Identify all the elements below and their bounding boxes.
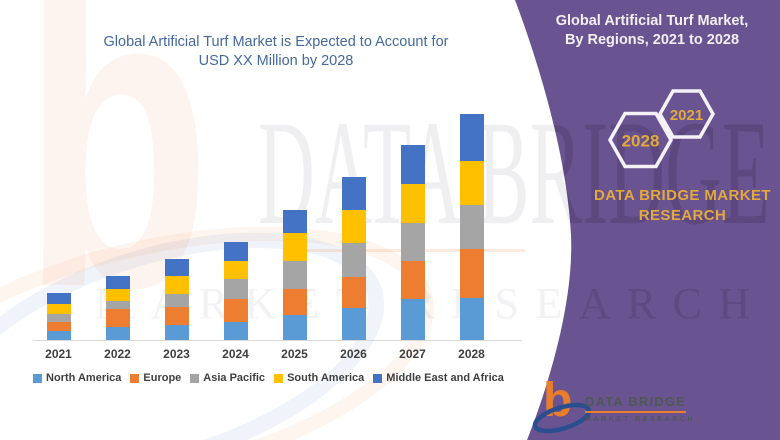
legend-item-north-america: North America [33,372,121,384]
bar-segment-2024-asia-pacific [223,279,248,299]
legend-label: Europe [143,372,182,384]
bar-segment-2024-europe [223,299,248,322]
bar-2021 [46,293,71,341]
x-axis-label-2028: 2028 [458,347,485,361]
bar-segment-2028-north-america [459,298,484,341]
x-axis-label-2022: 2022 [104,347,131,361]
bar-segment-2028-middle-east-and-africa [459,114,484,161]
chart-title-line1: Global Artificial Turf Market is Expecte… [103,34,449,50]
bar-2028 [459,114,484,341]
legend-label: North America [46,372,122,384]
bar-segment-2027-europe [400,261,425,299]
logo-swoosh-icon [532,402,592,434]
bar-2025 [282,210,307,341]
right-panel-title-line2: By Regions, 2021 to 2028 [564,32,740,48]
bar-segment-2021-europe [46,322,71,331]
bar-segment-2022-europe [105,309,130,327]
bar-segment-2023-asia-pacific [164,294,189,307]
bar-segment-2024-north-america [223,322,248,341]
svg-text:MARKET RESEARCH: MARKET RESEARCH [95,279,750,328]
bar-segment-2025-middle-east-and-africa [282,210,307,233]
bar-segment-2026-south-america [341,210,366,243]
legend-swatch-icon [190,373,200,383]
brand-line1: DATA BRIDGE MARKET [594,187,771,204]
brand-wordmark: DATA BRIDGE MARKET RESEARCH [575,186,780,226]
bar-2022 [105,276,130,341]
bar-segment-2021-asia-pacific [46,314,71,322]
right-panel-title: Global Artificial Turf Market, By Region… [524,12,780,50]
x-axis-label-2027: 2027 [399,347,426,361]
logo-b-glyph: b [543,374,573,427]
bar-2026 [341,177,366,341]
legend-item-south-america: South America [274,372,364,384]
bar-segment-2024-middle-east-and-africa [223,242,248,261]
bar-segment-2023-middle-east-and-africa [164,259,189,276]
bar-segment-2026-europe [341,277,366,308]
bar-segment-2028-south-america [459,161,484,205]
bar-segment-2022-middle-east-and-africa [105,276,130,289]
x-axis-label-2024: 2024 [222,347,249,361]
bar-segment-2023-north-america [164,325,189,341]
bar-2024 [223,242,248,341]
legend-item-europe: Europe [130,372,181,384]
bar-segment-2021-south-america [46,304,71,314]
bar-segment-2027-south-america [400,184,425,223]
logo-text: DATA BRIDGE MARKET RESEARCH [585,393,695,423]
bar-segment-2025-north-america [282,315,307,341]
bar-segment-2026-asia-pacific [341,243,366,277]
legend-label: Middle East and Africa [386,372,504,384]
bar-segment-2026-north-america [341,308,366,341]
hexagon-2028-label: 2028 [622,132,660,151]
legend-swatch-icon [373,373,383,383]
chart-title-line2: USD XX Million by 2028 [198,53,354,69]
bar-segment-2027-north-america [400,299,425,341]
legend-swatch-icon [33,373,42,383]
bar-2023 [164,259,189,341]
bar-segment-2027-asia-pacific [400,223,425,261]
bar-segment-2022-south-america [105,289,130,301]
x-axis-line [33,340,522,341]
right-panel-title-line1: Global Artificial Turf Market, [555,13,749,29]
hexagon-2021: 2021 [657,89,716,139]
logo-title: DATA BRIDGE [585,394,687,413]
legend-swatch-icon [274,373,284,383]
bar-segment-2025-south-america [282,233,307,261]
bar-segment-2021-north-america [46,331,71,341]
legend-item-asia-pacific: Asia Pacific [190,372,265,384]
bar-segment-2027-middle-east-and-africa [400,145,425,184]
x-axis-label-2025: 2025 [281,347,308,361]
x-axis-label-2023: 2023 [163,347,190,361]
bar-segment-2026-middle-east-and-africa [341,177,366,210]
legend-swatch-icon [130,373,140,383]
bar-segment-2023-europe [164,307,189,325]
bar-segment-2022-north-america [105,327,130,341]
bar-segment-2025-europe [282,289,307,315]
bar-2027 [400,145,425,341]
hexagon-2021-outline [657,89,716,139]
hexagon-2021-label: 2021 [670,107,703,124]
x-axis-label-2026: 2026 [340,347,367,361]
bar-segment-2028-europe [459,249,484,298]
bar-segment-2025-asia-pacific [282,261,307,289]
chart-legend: North America Europe Asia Pacific South Ame… [33,372,504,384]
chart-title: Global Artificial Turf Market is Expecte… [12,33,540,71]
legend-item-middle-east-and-africa: Middle East and Africa [373,372,504,384]
legend-label: South America [287,372,365,384]
purple-panel [515,0,780,440]
brand-line2: RESEARCH [638,207,727,224]
bar-segment-2021-middle-east-and-africa [46,293,71,304]
legend-label: Asia Pacific [203,372,266,384]
bar-segment-2024-south-america [223,261,248,279]
hexagon-2028-outline [607,111,674,169]
bar-segment-2023-south-america [164,276,189,294]
logo-subtitle: MARKET RESEARCH [585,416,696,423]
bar-segment-2028-asia-pacific [459,205,484,249]
bar-segment-2022-asia-pacific [105,301,130,309]
hexagon-2028: 2028 [607,111,674,169]
x-axis-label-2021: 2021 [45,347,72,361]
